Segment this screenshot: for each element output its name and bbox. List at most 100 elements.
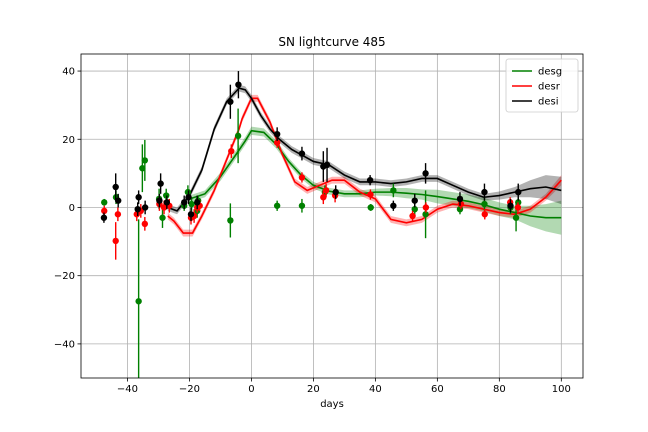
desr-marker [409,212,416,220]
desg-data-point [298,198,306,213]
desr-marker [298,174,306,181]
desi-marker [411,197,418,204]
desr-marker [422,204,430,211]
axis-ticks: −40 −20 0 20 40 60 80 100 −40 −20 0 20 40 [54,67,571,395]
desi-marker [366,176,374,184]
desi-marker [156,197,163,204]
desg-marker [411,205,418,213]
y-tick-label: 0 [69,203,75,214]
desr-marker [320,194,327,201]
legend-label-desg: desg [538,67,562,78]
desr-marker [367,191,374,198]
desr-marker [114,211,122,218]
desg-data-point [101,198,108,206]
desr-marker [481,211,488,218]
desg-data-point [135,219,142,378]
x-tick-label: 0 [248,384,254,395]
desg-data-point [273,200,281,211]
desr-marker [160,204,168,211]
desi-data-point [298,146,306,161]
desi-data-point [135,190,142,205]
desg-data-point [139,144,146,193]
x-axis-label: days [320,399,344,410]
desi-marker [114,197,122,204]
desr-data-point [322,183,330,198]
desi-marker [422,170,429,177]
x-tick-label: 40 [369,384,382,395]
desg-data-point [422,190,429,239]
desi-data-point [163,195,171,210]
desi-data-point [390,200,397,211]
desr-data-point [422,202,430,213]
desg-data-point [159,207,166,228]
desr-data-point [367,189,374,200]
desi-marker [390,202,397,209]
desi-data-point [456,192,464,206]
desg-marker [141,157,149,164]
desr-data-point [228,144,235,159]
desg-data-point [367,204,374,211]
plot-area [81,54,583,378]
desi-marker [298,150,306,157]
x-tick-label: 80 [493,384,506,395]
desi-marker [456,195,464,203]
desr-marker [112,237,119,245]
desr-data-point [112,222,119,260]
desi-data-point [422,163,429,184]
legend-label-desi: desi [538,97,559,108]
desr-marker [273,139,281,146]
desg-marker [227,217,234,224]
x-tick-label: 20 [307,384,320,395]
desi-data-point [366,175,374,186]
desi-data-point [323,147,331,182]
desi-data-point [194,195,201,210]
desr-fit-line [167,97,562,234]
desg-marker [422,211,429,218]
desr-marker [141,220,149,228]
desr-marker [101,207,108,215]
x-tick-label: 60 [431,384,444,395]
desi-marker [481,188,488,196]
desg-marker [135,298,142,305]
desi-data-point [273,127,281,141]
desi-marker [180,199,188,206]
desi-marker [134,205,141,213]
desr-data-point [409,210,416,222]
desi-marker [323,161,331,169]
desg-marker [159,214,166,221]
desi-marker [141,204,149,211]
y-tick-label: 20 [62,135,75,146]
desr-data-point [514,202,522,213]
data-points [100,71,522,378]
desg-data-point [141,139,149,181]
y-tick-label: −40 [54,339,75,350]
desg-data-point [390,183,397,198]
desr-marker [514,204,522,211]
desg-marker [390,187,397,194]
legend-box [505,58,579,113]
desg-marker [298,202,306,209]
desi-marker [273,130,281,138]
x-tick-label: 100 [552,384,571,395]
y-tick-label: −20 [54,271,75,282]
y-tick-label: 40 [62,67,75,78]
desi-data-point [100,212,108,223]
desi-marker [194,199,201,206]
desr-data-point [298,172,306,183]
desi-marker [187,211,195,218]
desi-data-point [157,173,164,194]
desi-marker [185,194,192,201]
desi-data-point [481,183,488,201]
desi-data-point [227,84,234,119]
desi-data-point [114,193,122,208]
desr-data-point [481,209,488,220]
legend: desg desr desi [505,58,579,113]
desr-marker [322,187,330,194]
desi-data-point [235,71,242,99]
desi-data-point [141,200,149,215]
desi-data-point [134,202,141,216]
axes-frame [80,53,584,379]
desi-data-point [515,183,522,201]
desi-data-point [156,193,163,208]
